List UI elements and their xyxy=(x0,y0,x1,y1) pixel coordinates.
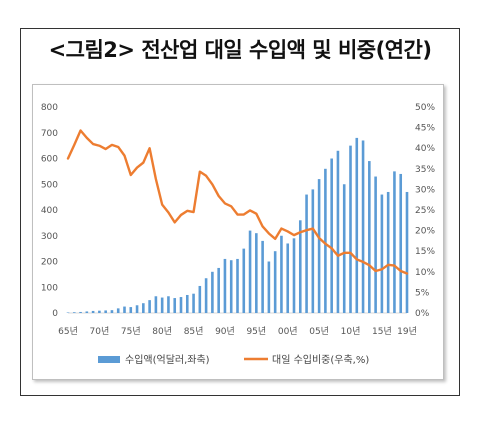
bar-2019 xyxy=(405,191,409,313)
bar-1998 xyxy=(273,251,277,313)
bar-2006 xyxy=(324,168,327,313)
bar-1979 xyxy=(154,296,158,313)
right-tick-label: 15% xyxy=(415,247,435,257)
bar-2011 xyxy=(355,137,359,313)
x-axis-ticks: 65년 70년 75년 80년 85년 90년 95년 00년 05년 10년 15년 19년 xyxy=(58,326,417,337)
bar-1974 xyxy=(123,306,126,313)
bar-1986 xyxy=(198,285,202,313)
bar-1991 xyxy=(229,260,233,313)
page-title: <그림2> 전산업 대일 수입액 및 비중(연간) xyxy=(48,38,432,62)
bar-1999 xyxy=(280,235,283,313)
right-tick-label: 20% xyxy=(415,227,435,237)
right-tick-label: 10% xyxy=(415,268,435,278)
legend-label-import-amount: 수입액(억달러,좌축) xyxy=(125,353,210,366)
bar-1980 xyxy=(160,297,164,313)
legend: 수입액(억달러,좌축) 대일 수입비중(우축,%) xyxy=(98,353,369,366)
bar-1988 xyxy=(211,271,214,313)
x-tick-label: 75년 xyxy=(121,326,141,337)
bar-1993 xyxy=(242,248,246,314)
left-tick-label: 800 xyxy=(41,103,58,113)
bar-2007 xyxy=(330,158,333,313)
bar-2005 xyxy=(317,179,321,313)
right-axis-ticks: 0% 5% 10% 15% 20% 25% 30% 35% 40% 45% 50% xyxy=(415,103,435,319)
x-tick-label: 19년 xyxy=(397,326,417,337)
right-tick-label: 35% xyxy=(415,165,435,175)
bar-2018 xyxy=(399,173,403,313)
bar-2010 xyxy=(349,145,352,314)
left-tick-label: 300 xyxy=(41,232,58,242)
bar-1984 xyxy=(185,294,189,313)
right-tick-label: 30% xyxy=(415,185,435,195)
bar-2012 xyxy=(361,140,365,313)
bar-1997 xyxy=(267,261,271,313)
bar-1996 xyxy=(261,240,264,313)
bar-1992 xyxy=(236,258,239,313)
bar-1968 xyxy=(85,311,89,313)
bar-1989 xyxy=(217,267,220,313)
right-tick-label: 0% xyxy=(415,309,430,319)
bar-1977 xyxy=(142,303,145,313)
bar-1976 xyxy=(135,305,139,313)
right-tick-label: 25% xyxy=(415,206,435,216)
bar-1995 xyxy=(255,233,258,313)
bar-1972 xyxy=(110,310,114,313)
left-tick-label: 200 xyxy=(41,258,58,268)
left-axis-ticks: 0 100 200 300 400 500 600 700 800 xyxy=(41,103,58,319)
left-tick-label: 600 xyxy=(41,155,58,165)
x-tick-label: 00년 xyxy=(278,326,298,337)
x-tick-label: 90년 xyxy=(215,326,235,337)
bar-2017 xyxy=(393,171,396,314)
bar-2008 xyxy=(336,150,340,313)
bar-1965 xyxy=(66,312,70,313)
x-tick-label: 95년 xyxy=(246,326,266,337)
right-tick-label: 40% xyxy=(415,144,435,154)
left-tick-label: 0 xyxy=(52,309,58,319)
bar-2016 xyxy=(386,191,390,313)
bar-2009 xyxy=(342,184,346,313)
bar-1983 xyxy=(179,297,183,313)
bar-1975 xyxy=(129,307,133,313)
right-tick-label: 50% xyxy=(415,103,435,113)
bar-2013 xyxy=(368,161,371,313)
left-tick-label: 400 xyxy=(41,206,58,216)
x-tick-label: 15년 xyxy=(372,326,392,337)
bar-1985 xyxy=(192,293,195,313)
bar-1978 xyxy=(148,300,151,314)
bar-2004 xyxy=(311,189,315,313)
line-series-import-share xyxy=(66,129,409,275)
right-tick-label: 45% xyxy=(415,124,435,134)
bar-2000 xyxy=(286,243,290,313)
bar-2001 xyxy=(292,238,296,313)
x-tick-label: 80년 xyxy=(152,326,172,337)
bar-1967 xyxy=(79,311,82,313)
left-tick-label: 500 xyxy=(41,180,58,190)
bar-1966 xyxy=(72,312,76,313)
x-tick-label: 85년 xyxy=(184,326,204,337)
bar-2003 xyxy=(305,194,308,313)
x-tick-label: 10년 xyxy=(341,326,361,337)
bar-2014 xyxy=(374,176,377,313)
legend-label-import-share: 대일 수입비중(우축,%) xyxy=(272,353,369,366)
bar-1994 xyxy=(248,230,252,313)
bar-series-import-amount xyxy=(66,137,409,314)
bar-1982 xyxy=(173,298,177,313)
bar-2015 xyxy=(380,194,384,313)
bar-1990 xyxy=(223,258,227,313)
bar-1969 xyxy=(91,310,95,313)
x-tick-label: 70년 xyxy=(90,326,110,337)
bar-1987 xyxy=(204,278,208,313)
right-tick-label: 5% xyxy=(415,288,430,298)
x-tick-label: 65년 xyxy=(58,326,78,337)
x-tick-label: 05년 xyxy=(309,326,329,337)
bar-1981 xyxy=(167,296,170,313)
legend-swatch-import-amount xyxy=(98,356,120,363)
bar-2002 xyxy=(298,220,302,313)
bar-1971 xyxy=(104,310,107,313)
left-tick-label: 100 xyxy=(41,283,58,293)
left-tick-label: 700 xyxy=(41,129,58,139)
bar-1973 xyxy=(116,308,120,313)
bar-1970 xyxy=(98,310,101,313)
outer-frame xyxy=(20,28,460,396)
